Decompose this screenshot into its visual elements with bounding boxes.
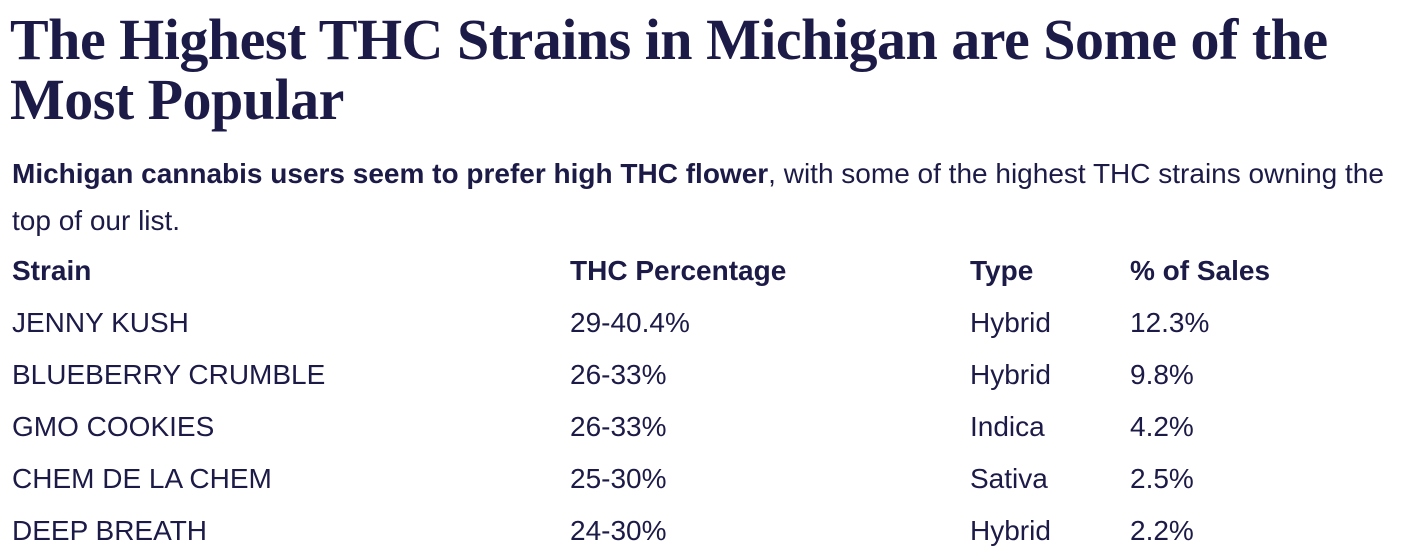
table-cell: Sativa [970, 463, 1048, 494]
table-cell: BLUEBERRY CRUMBLE [12, 359, 326, 390]
intro-text: , with some of the highest THC strains o… [12, 158, 1384, 236]
table-cell: Hybrid [970, 515, 1051, 546]
table-row: GMO COOKIES 26-33% Indica 4.2% [12, 401, 1390, 453]
table-cell: Indica [970, 411, 1045, 442]
table-cell: 26-33% [570, 359, 667, 390]
column-header: Strain [12, 255, 92, 286]
header-row: Strain THC Percentage Type % of Sales [12, 245, 1390, 297]
table-cell: 2.5% [1130, 463, 1194, 494]
table-cell: 29-40.4% [570, 307, 690, 338]
table-cell: Hybrid [970, 359, 1051, 390]
table-row: BLUEBERRY CRUMBLE 26-33% Hybrid 9.8% [12, 349, 1390, 401]
table-cell: CHEM DE LA CHEM [12, 463, 272, 494]
table-row: DEEP BREATH 24-30% Hybrid 2.2% [12, 505, 1390, 557]
strain-table: Strain THC Percentage Type % of Sales JENNY… [12, 245, 1390, 557]
table-cell: 26-33% [570, 411, 667, 442]
table-cell: 2.2% [1130, 515, 1194, 546]
title: The Highest THC Strains in Michigan are … [10, 7, 1328, 132]
table-cell: JENNY KUSH [12, 307, 189, 338]
table-row: CHEM DE LA CHEM 25-30% Sativa 2.5% [12, 453, 1390, 505]
intro-bold: Michigan cannabis users seem to prefer h… [12, 158, 769, 189]
column-header: Type [970, 255, 1034, 286]
table-cell: 4.2% [1130, 411, 1194, 442]
table-cell: 25-30% [570, 463, 667, 494]
column-header: % of Sales [1130, 255, 1271, 286]
table-row: JENNY KUSH 29-40.4% Hybrid 12.3% [12, 297, 1390, 349]
table-cell: Hybrid [970, 307, 1051, 338]
table-cell: 12.3% [1130, 307, 1210, 338]
intro: Michigan cannabis users seem to prefer h… [12, 150, 1397, 244]
table-body: JENNY KUSH 29-40.4% Hybrid 12.3% BLUEBERRY C… [12, 297, 1390, 557]
table-cell: 9.8% [1130, 359, 1194, 390]
table-cell: DEEP BREATH [12, 515, 208, 546]
table-cell: 24-30% [570, 515, 667, 546]
column-header: THC Percentage [570, 255, 787, 286]
table-cell: GMO COOKIES [12, 411, 215, 442]
